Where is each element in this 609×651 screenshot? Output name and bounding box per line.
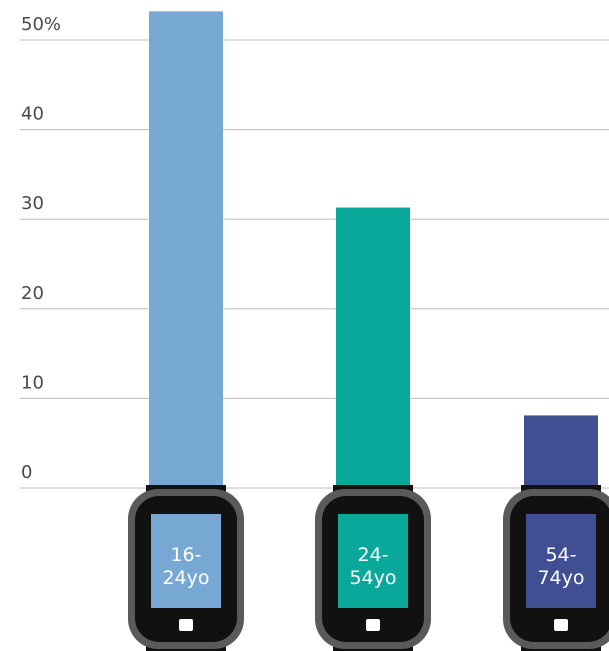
- bar-3: [524, 415, 598, 488]
- category-label-line2: 54yo: [349, 567, 396, 589]
- watch-button: [554, 619, 568, 631]
- category-watches: 16-24yo 24-54yo 54-74yo: [128, 485, 609, 651]
- grid-lines: [20, 39, 609, 489]
- y-axis-ticks: 0 10 20 30 40 50%: [21, 14, 61, 483]
- watch-screen: [338, 514, 408, 608]
- bar-1: [149, 11, 223, 488]
- watch-button: [179, 619, 193, 631]
- y-tick-label: 30: [21, 193, 44, 214]
- category-label-line2: 74yo: [537, 567, 584, 589]
- bars: [149, 11, 598, 488]
- y-tick-label: 10: [21, 372, 44, 393]
- watch-screen: [151, 514, 221, 608]
- bar-2: [336, 207, 410, 488]
- y-tick-label: 20: [21, 283, 44, 304]
- watch-screen: [526, 514, 596, 608]
- y-tick-label: 40: [21, 104, 44, 125]
- y-tick-label: 50%: [21, 14, 61, 35]
- category-label-line1: 24-: [357, 544, 388, 566]
- y-tick-label: 0: [21, 462, 32, 483]
- watch-3: 54-74yo: [503, 485, 609, 651]
- watch-button: [366, 619, 380, 631]
- category-label-line1: 16-: [170, 544, 201, 566]
- category-label-line2: 24yo: [162, 567, 209, 589]
- watch-1: 16-24yo: [128, 485, 244, 651]
- watch-2: 24-54yo: [315, 485, 431, 651]
- category-label-line1: 54-: [545, 544, 576, 566]
